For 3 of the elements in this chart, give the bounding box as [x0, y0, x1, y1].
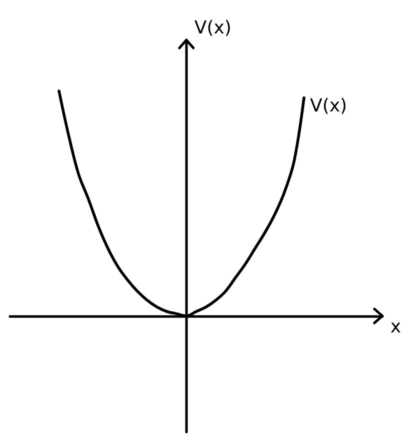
x-axis-title: x	[390, 316, 402, 338]
series-label: V(x)	[310, 95, 348, 116]
y-axis-title: V(x)	[194, 18, 232, 38]
